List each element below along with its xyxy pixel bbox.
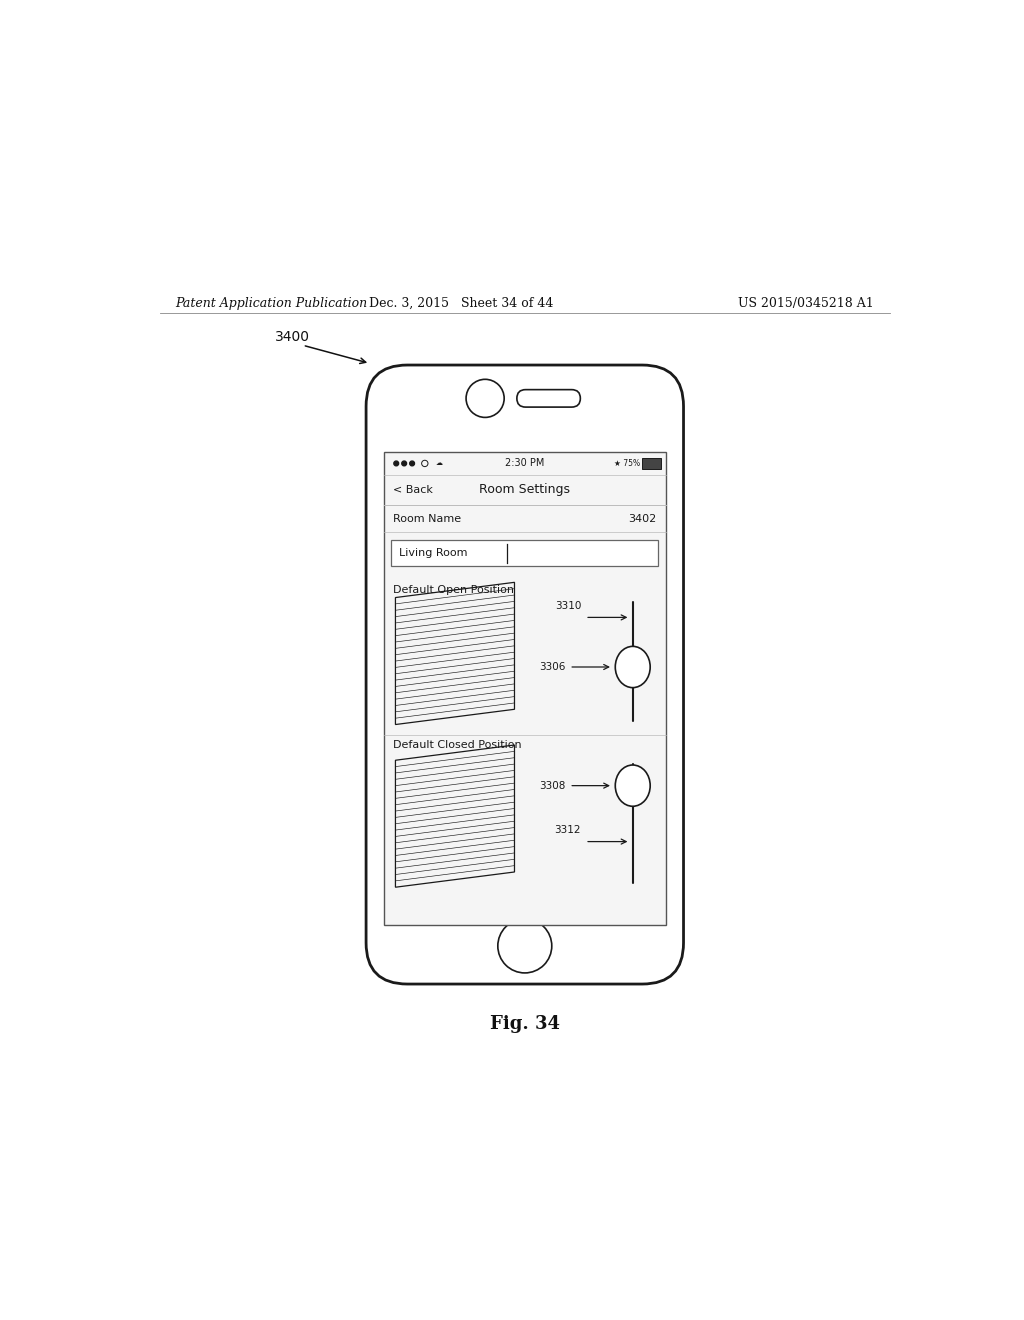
Text: Default Open Position: Default Open Position	[393, 585, 514, 594]
Text: 3306: 3306	[539, 663, 565, 672]
Text: Room Settings: Room Settings	[479, 483, 570, 496]
Text: 2:30 PM: 2:30 PM	[505, 458, 545, 469]
Text: US 2015/0345218 A1: US 2015/0345218 A1	[738, 297, 873, 310]
Circle shape	[394, 461, 398, 466]
Text: 3402: 3402	[629, 513, 656, 524]
Bar	[642, 458, 662, 469]
Circle shape	[401, 461, 407, 466]
Ellipse shape	[615, 647, 650, 688]
FancyBboxPatch shape	[517, 389, 581, 407]
Text: 3400: 3400	[274, 330, 310, 345]
Circle shape	[466, 379, 504, 417]
Text: Dec. 3, 2015   Sheet 34 of 44: Dec. 3, 2015 Sheet 34 of 44	[369, 297, 554, 310]
Circle shape	[498, 919, 552, 973]
Text: Room Name: Room Name	[393, 513, 461, 524]
Text: Fig. 34: Fig. 34	[489, 1015, 560, 1032]
Bar	[391, 540, 658, 566]
Text: Default Closed Position: Default Closed Position	[393, 741, 521, 750]
Ellipse shape	[615, 766, 650, 807]
Text: 3308: 3308	[539, 780, 565, 791]
Text: Living Room: Living Room	[399, 548, 468, 558]
Bar	[384, 453, 666, 924]
Text: < Back: < Back	[393, 484, 433, 495]
Text: ☁: ☁	[435, 461, 442, 466]
Circle shape	[410, 461, 415, 466]
Text: ★ 75%: ★ 75%	[614, 459, 641, 467]
Text: 3310: 3310	[555, 601, 582, 611]
FancyBboxPatch shape	[367, 366, 684, 983]
Text: Patent Application Publication: Patent Application Publication	[176, 297, 368, 310]
Text: 3312: 3312	[555, 825, 582, 836]
